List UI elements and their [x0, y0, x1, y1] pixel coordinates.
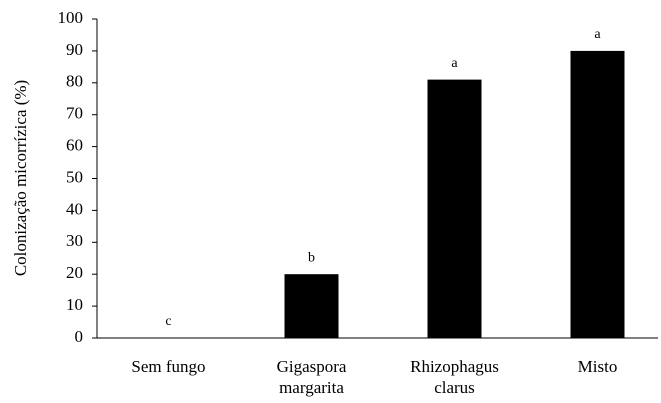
- bar: [570, 50, 625, 339]
- annotation: c: [165, 314, 171, 329]
- y-tick-label: 90: [66, 40, 83, 59]
- x-tick-label: margarita: [279, 378, 344, 397]
- x-tick-label: Gigaspora: [277, 357, 347, 376]
- x-tick-label: Rhizophagus: [410, 357, 499, 376]
- y-tick-label: 60: [66, 136, 83, 155]
- bar: [427, 79, 482, 339]
- x-tick-label: clarus: [434, 378, 475, 397]
- annotation: b: [308, 250, 315, 265]
- bar: [284, 274, 339, 338]
- y-tick-label: 100: [58, 8, 84, 27]
- annotation: a: [451, 56, 458, 71]
- y-tick-label: 30: [66, 231, 83, 250]
- y-tick-label: 70: [66, 104, 83, 123]
- y-tick-label: 50: [66, 167, 83, 186]
- x-tick-label: Sem fungo: [131, 357, 205, 376]
- x-tick-label: Misto: [578, 357, 618, 376]
- y-tick-label: 10: [66, 295, 83, 314]
- annotation: a: [594, 27, 601, 42]
- y-axis-label: Colonização micorrízica (%): [11, 80, 30, 276]
- y-tick-label: 40: [66, 199, 83, 218]
- y-tick-label: 80: [66, 72, 83, 91]
- y-tick-label: 0: [75, 327, 84, 346]
- y-tick-label: 20: [66, 263, 83, 282]
